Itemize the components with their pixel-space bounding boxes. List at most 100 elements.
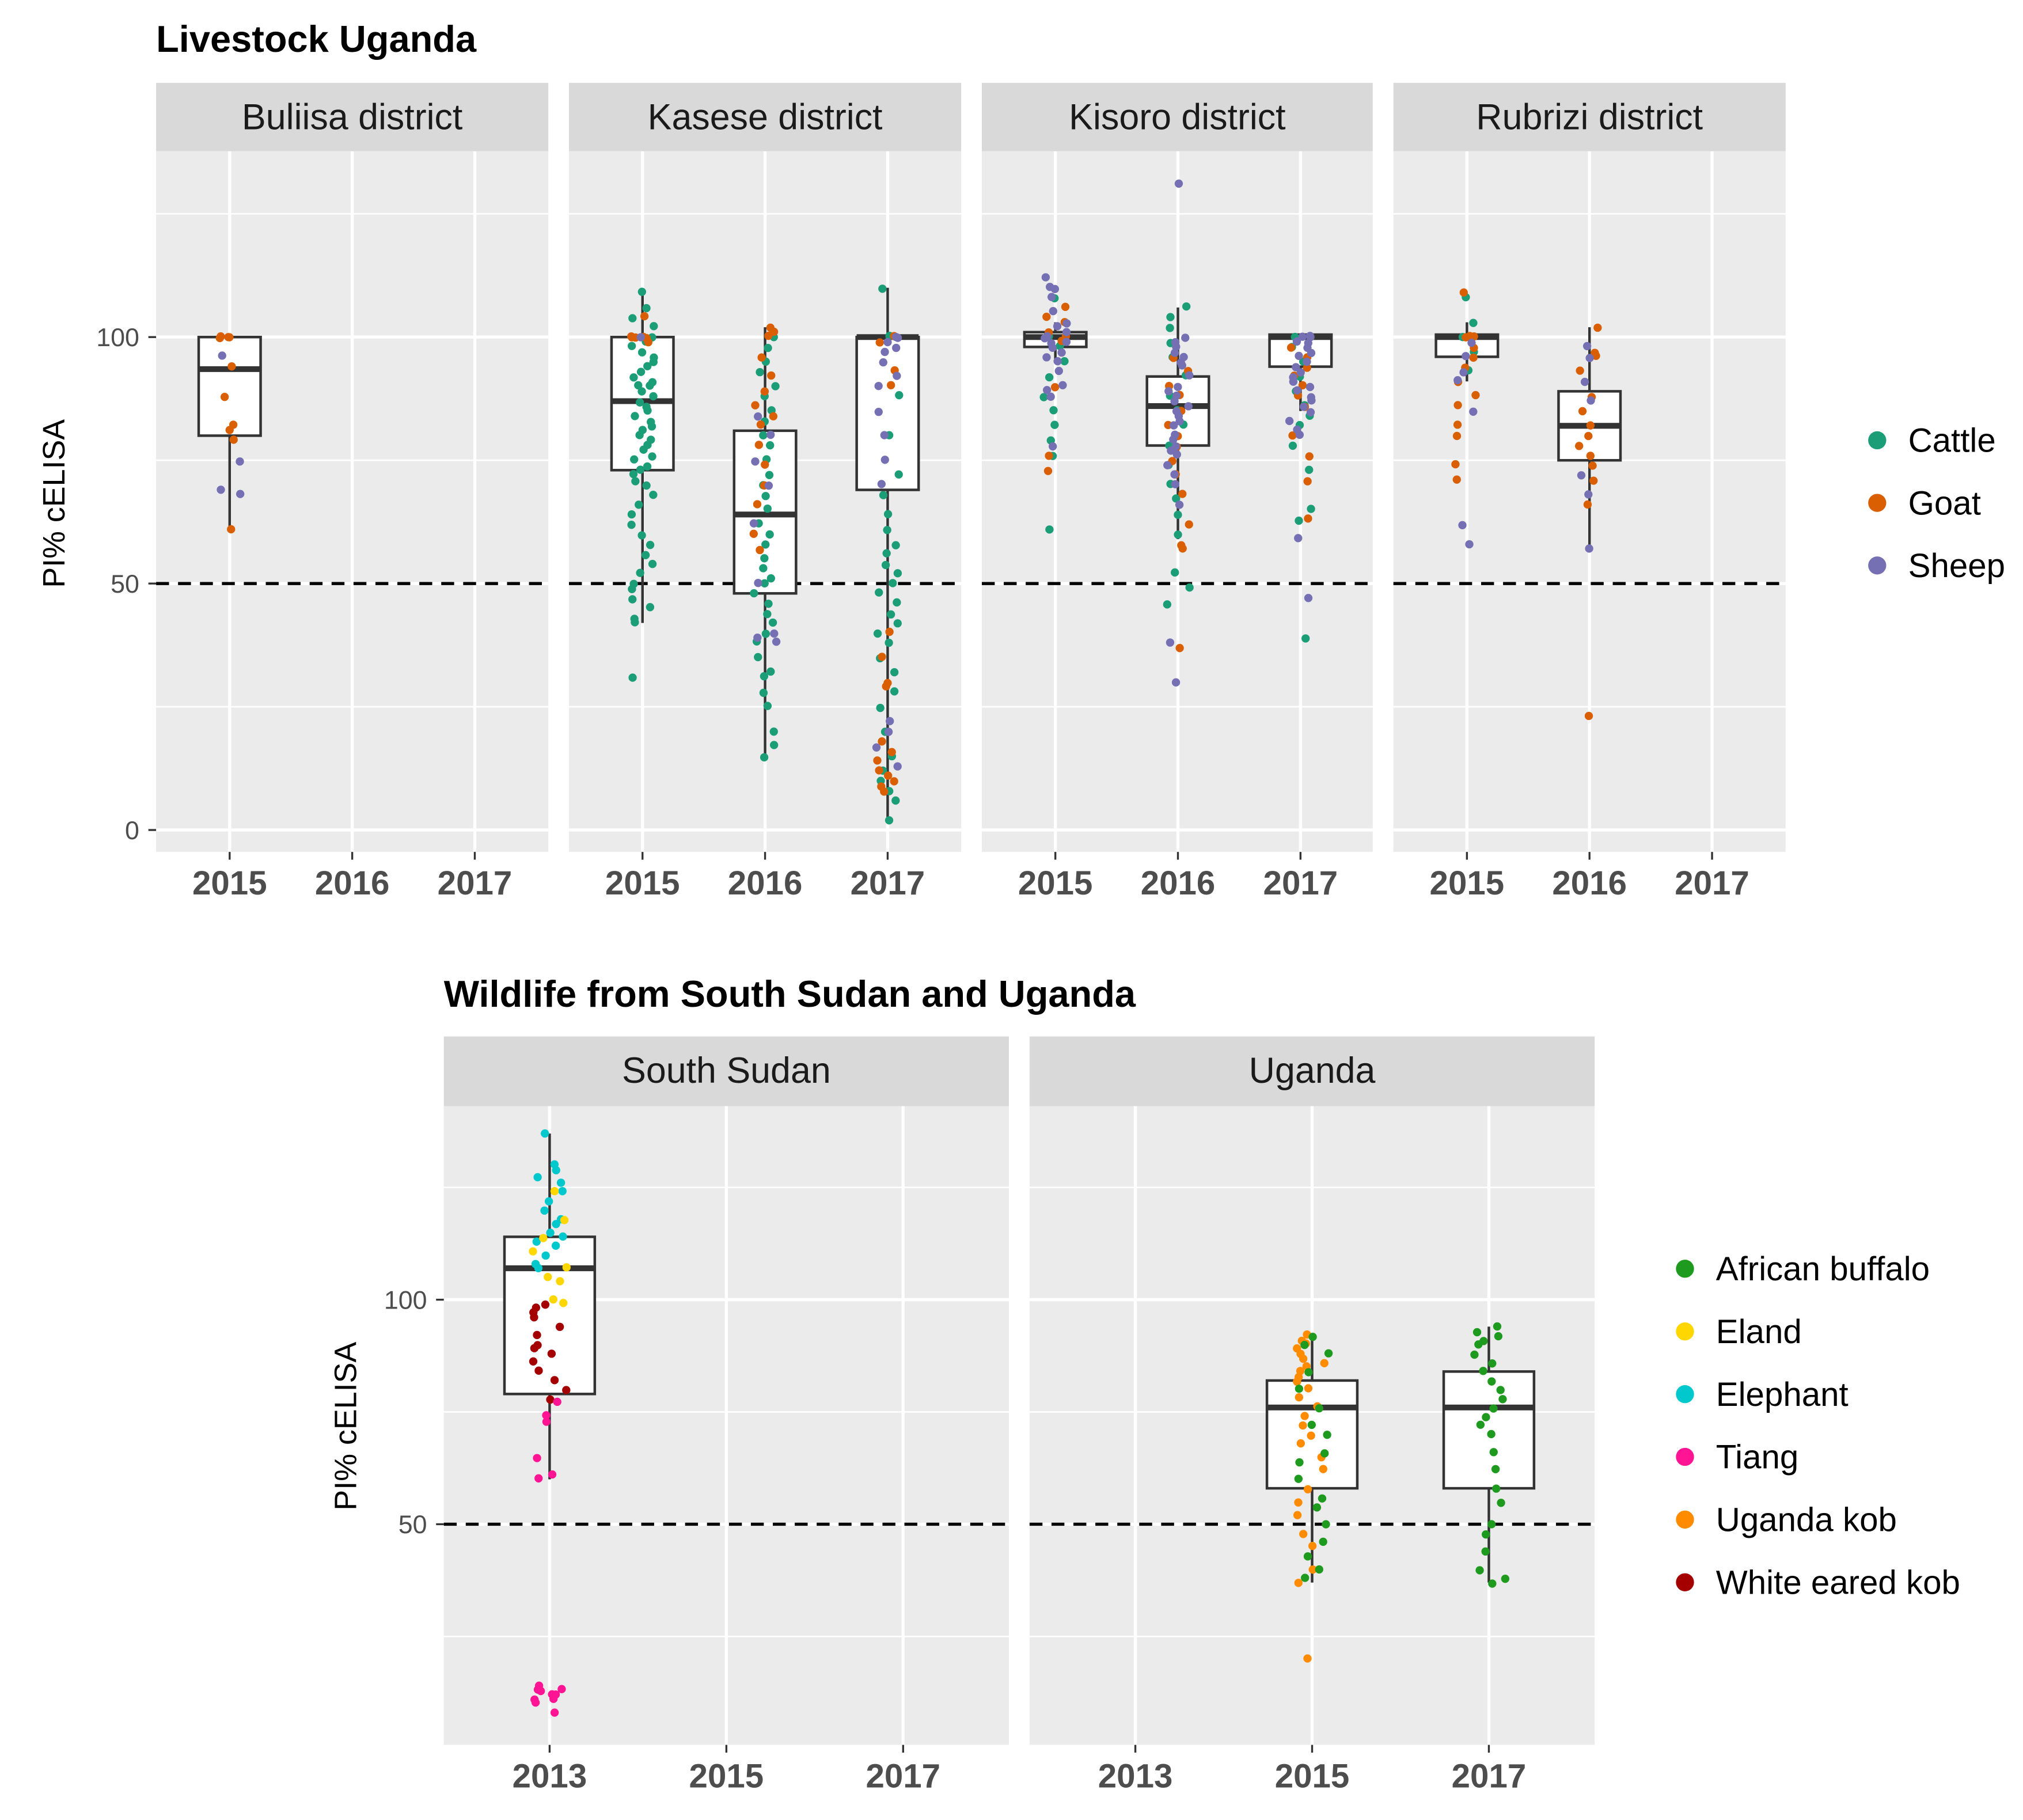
data-point-sheep [1299,403,1308,411]
data-point-sheep [1586,396,1595,405]
facet-panel: Kasese district 2015 2016 2017 [569,82,962,902]
x-tick-label: 2016 [1552,864,1627,902]
data-point-cattle [1171,568,1179,577]
data-point-african-buffalo [1491,1465,1500,1474]
data-point-goat [1045,452,1053,460]
boxplot [1023,273,1088,534]
data-point-sheep [1169,435,1178,444]
data-point-cattle [1174,530,1182,539]
data-point-uganda-kob [1319,1465,1327,1473]
data-point-sheep [1053,322,1062,331]
data-point-sheep [1164,387,1173,396]
data-point-sheep [1306,408,1315,416]
data-point-cattle [627,510,636,519]
data-point-tiang [531,1698,540,1707]
data-point-sheep [1584,490,1593,499]
data-point-cattle [637,531,646,540]
data-point-cattle [1182,302,1191,311]
data-point-goat [875,766,883,775]
data-point-african-buffalo [1323,1431,1331,1439]
data-point-cattle [881,560,890,570]
data-point-cattle [628,314,637,323]
data-point-cattle [636,465,645,474]
data-point-cattle [754,653,762,662]
data-point-sheep [891,332,901,342]
data-point-goat [1586,421,1595,430]
data-point-cattle [628,585,636,593]
data-point-cattle [1307,505,1315,513]
data-point-cattle [766,667,775,676]
legend-swatch [1868,431,1887,450]
data-point-cattle [650,322,658,331]
data-point-sheep [883,338,892,347]
data-point-uganda-kob [1293,1511,1302,1519]
data-point-sheep [236,490,245,498]
data-point-cattle [629,373,638,382]
data-point-sheep [1582,342,1592,351]
data-point-cattle [883,526,891,534]
y-tick-label: 50 [111,570,139,598]
boxplot [1265,1330,1359,1663]
data-point-tiang [548,1470,557,1479]
data-point-cattle [647,422,656,431]
data-point-sheep [1171,480,1180,488]
data-point-cattle [1039,393,1048,401]
data-point-white-eared-kob [547,1349,556,1358]
data-point-cattle [1166,324,1174,332]
data-point-sheep [880,431,889,439]
data-point-african-buffalo [1470,1350,1479,1359]
data-point-elephant [540,1206,549,1215]
data-point-goat [1578,407,1587,416]
data-point-cattle [893,619,902,628]
data-point-african-buffalo [1318,1494,1327,1503]
x-tick-label: 2015 [1430,864,1505,902]
data-point-sheep [877,480,886,488]
data-point-sheep [1585,544,1593,553]
data-point-african-buffalo [1487,1520,1496,1529]
data-point-african-buffalo [1489,1448,1498,1457]
data-point-cattle [765,530,774,539]
data-point-goat [883,771,893,780]
data-point-sheep [1174,382,1182,392]
data-point-goat [1466,332,1474,340]
data-point-goat [229,435,238,444]
data-point-sheep [772,638,781,646]
facet-strip-label: Kasese district [648,97,883,138]
data-point-sheep [1465,540,1474,549]
data-point-goat [225,426,234,434]
data-point-sheep [764,481,773,490]
data-point-cattle [648,452,656,461]
data-point-cattle [893,598,901,607]
data-point-sheep [1305,382,1315,392]
data-point-goat [882,682,890,691]
x-tick-label: 2017 [1675,864,1749,902]
data-point-cattle [756,367,764,377]
data-point-sheep [1175,417,1184,426]
data-point-sheep [236,457,244,466]
data-point-sheep [1049,442,1057,451]
data-point-goat [754,441,764,449]
data-point-uganda-kob [1293,1377,1301,1386]
facet-strip [1393,82,1786,151]
facet-strip-label: Rubrizi district [1476,97,1703,138]
data-point-goat [644,338,653,347]
data-point-african-buffalo [1312,1503,1322,1512]
data-point-cattle [1305,465,1314,474]
data-point-african-buffalo [1301,1573,1310,1582]
data-point-sheep [1058,381,1067,389]
x-tick-label: 2015 [192,864,267,902]
data-point-sheep [886,716,894,726]
data-point-cattle [642,481,651,490]
data-point-cattle [631,477,640,486]
data-point-african-buffalo [1300,1341,1309,1349]
data-point-eland [529,1247,537,1256]
data-point-goat [878,737,886,746]
data-point-goat [1178,490,1187,498]
data-point-goat [760,387,769,396]
data-point-cattle [641,551,650,559]
data-point-tiang [542,1417,551,1426]
data-point-african-buffalo [1308,1333,1317,1341]
data-point-uganda-kob [1299,1421,1307,1430]
data-point-sheep [1467,339,1476,347]
data-point-goat [749,529,758,539]
